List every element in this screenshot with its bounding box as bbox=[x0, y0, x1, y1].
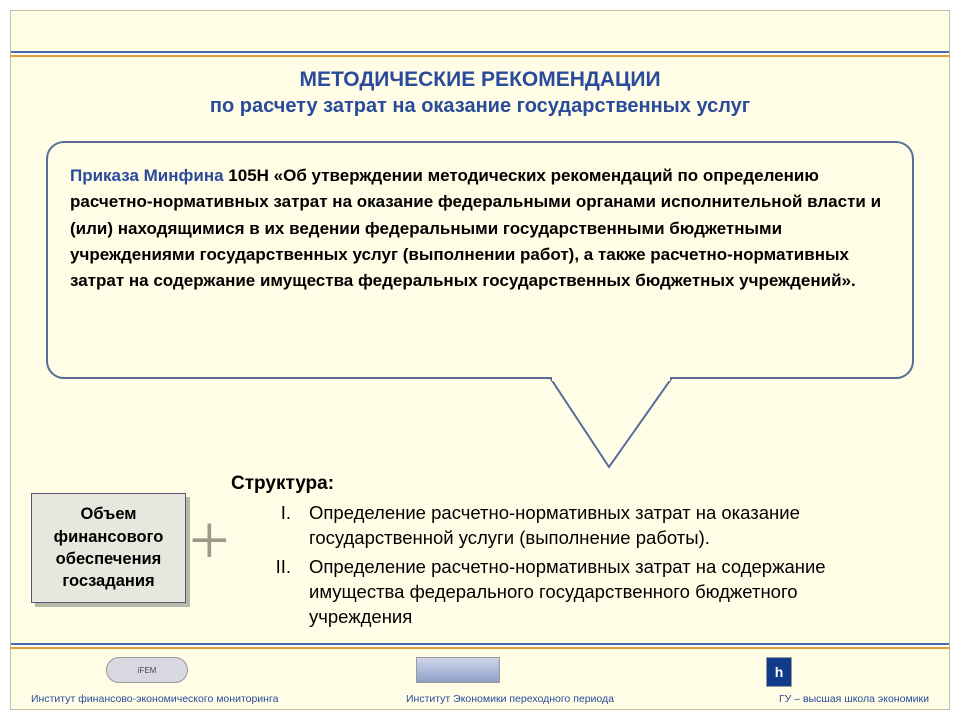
roman-numeral: I. bbox=[267, 501, 309, 551]
title-line-2: по расчету затрат на оказание государств… bbox=[11, 93, 949, 119]
logo-ifem: iFEM bbox=[106, 657, 188, 683]
title-block: МЕТОДИЧЕСКИЕ РЕКОМЕНДАЦИИ по расчету зат… bbox=[11, 66, 949, 119]
footer-right: ГУ – высшая школа экономики bbox=[669, 693, 929, 705]
structure-heading: Структура: bbox=[231, 473, 889, 495]
decree-label: Приказа Минфина bbox=[70, 166, 224, 185]
structure-list: I. Определение расчетно-нормативных затр… bbox=[231, 501, 889, 630]
logo-iet bbox=[416, 657, 500, 683]
footer-left: Институт финансово-экономического монито… bbox=[31, 693, 351, 705]
structure-block: Структура: I. Определение расчетно-норма… bbox=[231, 473, 889, 634]
volume-box: Объем финансового обеспечения госзадания bbox=[31, 493, 186, 603]
slide: МЕТОДИЧЕСКИЕ РЕКОМЕНДАЦИИ по расчету зат… bbox=[10, 10, 950, 710]
structure-item-text: Определение расчетно-нормативных затрат … bbox=[309, 555, 889, 630]
top-divider bbox=[11, 51, 949, 57]
volume-box-text: Объем финансового обеспечения госзадания bbox=[38, 503, 179, 592]
roman-numeral: II. bbox=[267, 555, 309, 630]
footer-logos: iFEM h bbox=[11, 657, 949, 687]
structure-item: II. Определение расчетно-нормативных зат… bbox=[267, 555, 889, 630]
decree-text: Приказа Минфина 105Н «Об утверждении мет… bbox=[70, 166, 881, 290]
plus-icon: + bbox=[189, 499, 230, 582]
footer-center: Институт Экономики переходного периода bbox=[351, 693, 669, 705]
logo-hse: h bbox=[766, 657, 792, 687]
title-line-1: МЕТОДИЧЕСКИЕ РЕКОМЕНДАЦИИ bbox=[11, 66, 949, 93]
structure-item-text: Определение расчетно-нормативных затрат … bbox=[309, 501, 889, 551]
structure-item: I. Определение расчетно-нормативных затр… bbox=[267, 501, 889, 551]
decree-callout: Приказа Минфина 105Н «Об утверждении мет… bbox=[46, 141, 914, 379]
footer-text: Институт финансово-экономического монито… bbox=[11, 693, 949, 705]
bottom-divider bbox=[11, 643, 949, 649]
